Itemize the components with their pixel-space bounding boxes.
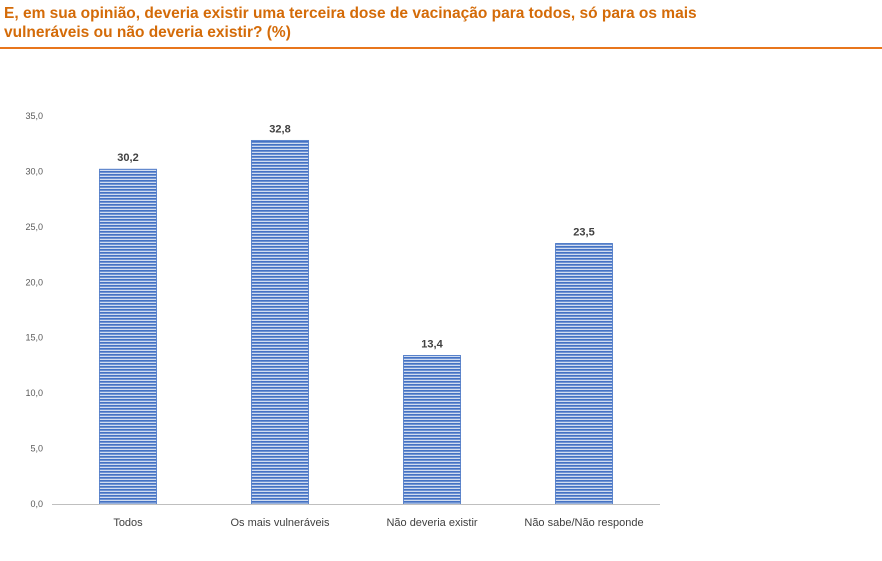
x-category-label: Não deveria existir — [386, 517, 477, 529]
bar — [251, 139, 309, 505]
chart-title-line-2: vulneráveis ou não deveria existir? (%) — [4, 24, 291, 41]
y-tick-label: 20,0 — [25, 277, 43, 287]
data-label: 13,4 — [421, 338, 443, 350]
y-tick-label: 25,0 — [25, 222, 43, 232]
x-category-label: Os mais vulneráveis — [230, 517, 330, 529]
bar — [403, 355, 461, 505]
bar — [99, 168, 157, 505]
y-tick-label: 30,0 — [25, 166, 43, 176]
bar — [555, 243, 613, 505]
data-label: 32,8 — [269, 123, 290, 135]
y-tick-label: 0,0 — [30, 499, 43, 509]
chart-title: E, em sua opinião, deveria existir uma t… — [4, 4, 874, 42]
data-label: 30,2 — [117, 152, 138, 164]
y-tick-label: 15,0 — [25, 333, 43, 343]
x-axis: Todos Os mais vulneráveis Não deveria exis… — [52, 504, 660, 529]
bars: 30,2 32,8 13,4 23,5 — [99, 123, 613, 505]
chart-title-line-1: E, em sua opinião, deveria existir uma t… — [4, 5, 697, 22]
x-category-label: Todos — [113, 517, 143, 529]
x-category-label: Não sabe/Não responde — [524, 517, 643, 529]
y-tick-label: 5,0 — [30, 444, 43, 454]
y-tick-label: 10,0 — [25, 388, 43, 398]
y-tick-label: 35,0 — [25, 111, 43, 121]
data-label: 23,5 — [573, 226, 594, 238]
y-axis: 0,0 5,0 10,0 15,0 20,0 25,0 30,0 35,0 — [25, 111, 43, 509]
title-underline — [0, 47, 882, 49]
